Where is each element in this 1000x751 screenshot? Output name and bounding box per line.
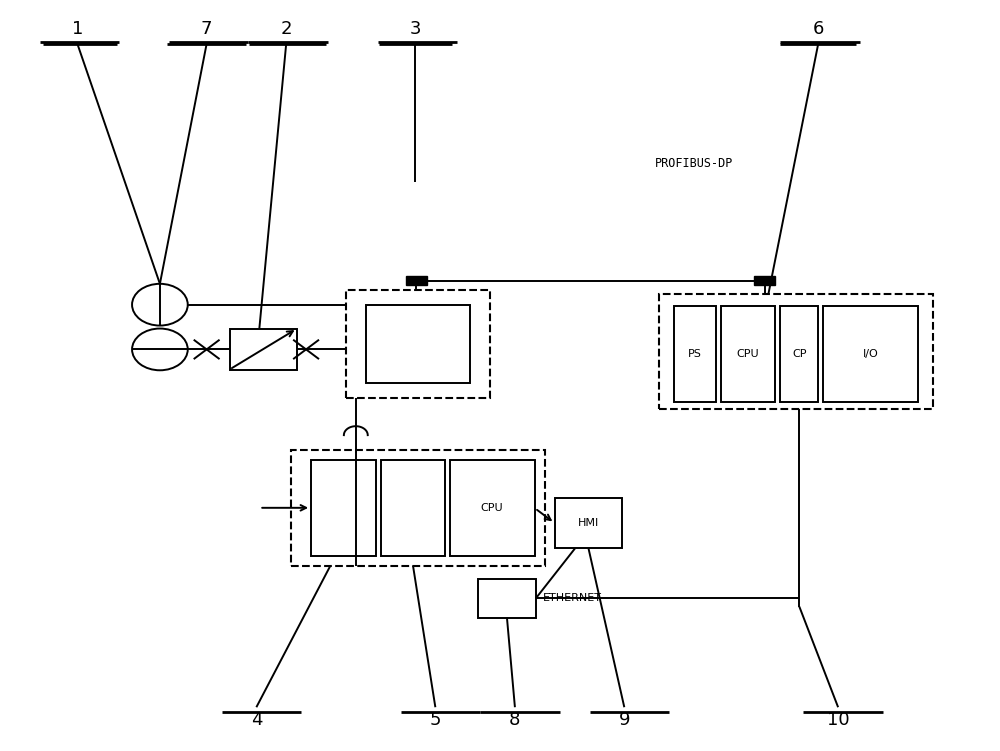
Text: 2: 2: [280, 20, 292, 38]
Text: 9: 9: [619, 711, 630, 729]
Bar: [381, 460, 445, 556]
Text: CPU: CPU: [737, 349, 759, 359]
Text: 7: 7: [201, 20, 212, 38]
Text: PROFIBUS-DP: PROFIBUS-DP: [655, 156, 733, 170]
Text: 6: 6: [813, 20, 824, 38]
Text: 8: 8: [509, 711, 521, 729]
Bar: [780, 306, 818, 402]
Text: ETHERNET: ETHERNET: [543, 593, 602, 603]
Text: 10: 10: [827, 711, 849, 729]
Bar: [230, 328, 297, 369]
Bar: [291, 450, 545, 566]
Bar: [346, 290, 490, 398]
Bar: [659, 294, 933, 409]
Bar: [406, 276, 427, 285]
Text: I/O: I/O: [863, 349, 878, 359]
Bar: [754, 276, 775, 285]
Bar: [674, 306, 716, 402]
Text: CP: CP: [792, 349, 807, 359]
Text: HMI: HMI: [578, 518, 599, 528]
Bar: [478, 579, 536, 618]
Bar: [450, 460, 535, 556]
Bar: [366, 305, 470, 383]
Text: 3: 3: [410, 20, 421, 38]
Text: 5: 5: [430, 711, 441, 729]
Bar: [311, 460, 376, 556]
Bar: [721, 306, 775, 402]
Text: PS: PS: [688, 349, 702, 359]
Text: CPU: CPU: [481, 503, 503, 513]
Text: 1: 1: [72, 20, 83, 38]
Text: 4: 4: [251, 711, 262, 729]
Bar: [555, 498, 622, 548]
Bar: [823, 306, 918, 402]
